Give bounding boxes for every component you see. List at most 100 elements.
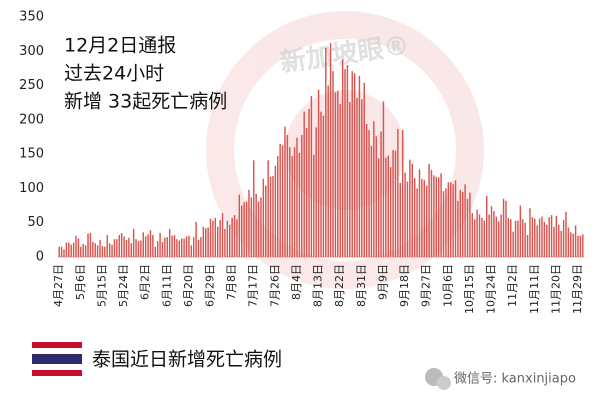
bar xyxy=(303,111,305,257)
bar xyxy=(325,47,327,257)
x-tick-label: 6月11日 xyxy=(160,264,173,307)
bar xyxy=(75,235,77,257)
bar xyxy=(58,246,60,257)
bar xyxy=(447,182,450,257)
bar xyxy=(406,181,409,257)
bar xyxy=(190,245,193,257)
bar xyxy=(176,239,178,257)
bar xyxy=(269,176,272,257)
bar xyxy=(320,111,322,257)
bar xyxy=(478,214,481,257)
bar xyxy=(442,191,445,257)
bar xyxy=(238,194,241,257)
bar xyxy=(514,220,517,257)
bar xyxy=(152,235,154,257)
bar xyxy=(118,235,120,257)
bar xyxy=(555,215,558,257)
bar xyxy=(132,228,135,257)
bar xyxy=(192,237,195,257)
bar xyxy=(389,167,392,257)
bar xyxy=(272,176,274,257)
bar xyxy=(440,173,442,257)
bar xyxy=(449,182,452,257)
bar xyxy=(99,239,101,257)
bar xyxy=(430,169,433,257)
y-tick-label: 100 xyxy=(19,181,44,196)
bar xyxy=(106,235,108,257)
bar xyxy=(459,189,462,257)
bar xyxy=(411,163,413,257)
bar xyxy=(224,228,226,257)
x-tick-label: 11月11日 xyxy=(528,264,541,314)
bar xyxy=(567,227,570,257)
bar xyxy=(197,239,200,257)
bar xyxy=(421,178,423,257)
x-tick-label: 5月6日 xyxy=(74,264,87,300)
bar xyxy=(265,185,267,257)
bar xyxy=(111,244,113,257)
bar xyxy=(329,43,332,257)
bar xyxy=(385,157,387,257)
bar xyxy=(262,178,265,257)
bar xyxy=(231,217,233,257)
bar xyxy=(399,182,401,257)
bar xyxy=(60,246,63,257)
bar xyxy=(101,246,104,257)
annotation: 过去24小时 xyxy=(64,63,164,85)
bar xyxy=(310,95,313,257)
x-tick-label: 8月22日 xyxy=(333,264,346,307)
x-tick-label: 10月15日 xyxy=(463,264,476,314)
bar xyxy=(486,195,488,257)
x-tick-label: 7月17日 xyxy=(247,264,260,307)
bar xyxy=(380,131,382,257)
bar xyxy=(461,191,464,257)
bar xyxy=(188,235,190,257)
bar xyxy=(332,71,334,258)
bar xyxy=(413,178,416,257)
y-tick-label: 150 xyxy=(19,147,44,162)
x-tick-label: 11月20日 xyxy=(549,264,562,314)
bar xyxy=(341,59,344,258)
bar xyxy=(257,201,260,257)
x-tick-label: 5月24日 xyxy=(117,264,130,307)
y-tick-label: 50 xyxy=(27,215,44,230)
bar xyxy=(416,188,418,257)
x-tick-label: 4月27日 xyxy=(52,264,65,307)
bar xyxy=(207,227,209,257)
bar xyxy=(570,232,572,257)
bar xyxy=(507,217,510,257)
bar xyxy=(185,236,188,257)
bar xyxy=(493,211,495,257)
bar xyxy=(255,193,257,257)
bar xyxy=(281,145,284,257)
bar xyxy=(522,219,524,257)
bar xyxy=(349,102,351,258)
bar xyxy=(296,137,298,257)
bar xyxy=(337,91,339,257)
bar xyxy=(301,134,303,257)
bar xyxy=(553,226,555,257)
y-tick-label: 300 xyxy=(19,44,44,59)
bar xyxy=(217,226,219,257)
x-tick-label: 5月15日 xyxy=(95,264,108,307)
bar xyxy=(344,69,346,257)
bar xyxy=(327,85,329,257)
bar xyxy=(534,218,536,257)
bar xyxy=(524,222,526,257)
bar xyxy=(541,216,543,257)
bar xyxy=(286,134,289,257)
bar xyxy=(394,150,397,257)
bar xyxy=(123,236,125,257)
x-tick-label: 8月13日 xyxy=(312,264,325,307)
bar xyxy=(183,238,185,257)
bar xyxy=(284,126,286,257)
bar xyxy=(72,242,75,257)
bar xyxy=(558,224,560,257)
bar xyxy=(250,197,253,257)
bar xyxy=(560,230,562,257)
bar xyxy=(130,243,132,257)
bar xyxy=(510,219,512,257)
bar xyxy=(526,235,529,257)
x-tick-label: 11月2日 xyxy=(506,264,519,307)
